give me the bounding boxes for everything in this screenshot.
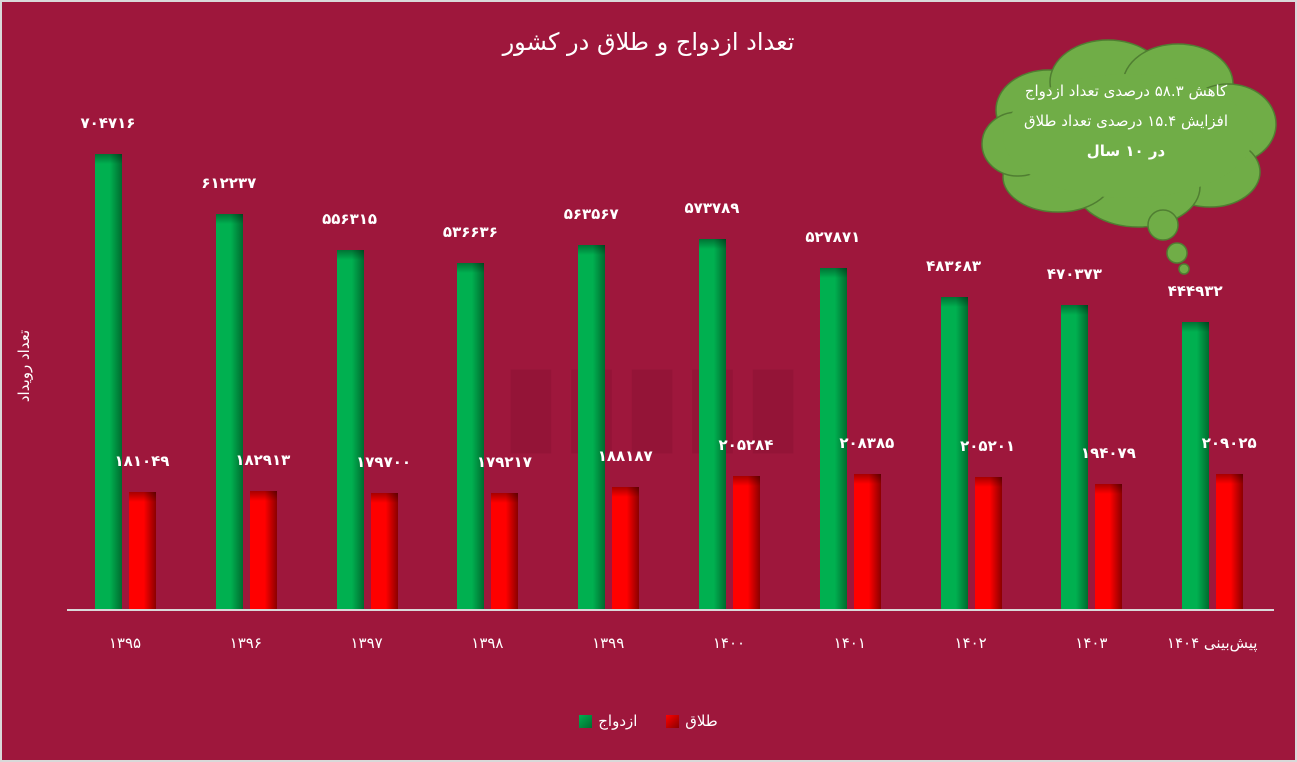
data-label-marriage: ۵۷۳۷۸۹ [684, 198, 740, 217]
data-label-divorce: ۲۰۸۳۸۵ [839, 434, 895, 453]
x-tick-label: ۱۳۹۷ [350, 634, 383, 652]
data-label-divorce: ۱۸۲۹۱۳ [235, 450, 291, 469]
legend-label-divorce: طلاق [685, 712, 718, 730]
bar-marriage [336, 249, 364, 609]
bar-divorce [853, 474, 881, 609]
legend-swatch-divorce [666, 714, 680, 728]
y-axis-label: تعداد رویداد [15, 329, 33, 403]
bar-divorce [249, 490, 277, 609]
bar-divorce [129, 492, 156, 609]
cloud-icon [981, 39, 1277, 275]
data-label-divorce: ۲۰۹۰۲۵ [1201, 434, 1257, 453]
x-tick-label: ۱۳۹۶ [229, 634, 262, 652]
callout-cloud: کاهش ۵۸.۳ درصدی تعداد ازدواج افزایش ۱۵.۴… [978, 32, 1278, 277]
bar-divorce [1095, 483, 1123, 609]
legend-item-divorce: طلاق [666, 712, 718, 730]
x-tick-label: ۱۴۰۱ [833, 634, 866, 652]
data-label-marriage: ۴۴۴۹۳۲ [1167, 281, 1223, 300]
data-label-divorce: ۱۸۱۰۴۹ [114, 452, 170, 471]
data-label-marriage: ۵۲۷۸۷۱ [805, 228, 861, 247]
callout-line-divorce: افزایش ۱۵.۴ درصدی تعداد طلاق [1023, 112, 1229, 130]
data-label-marriage: ۵۶۳۵۶۷ [563, 205, 619, 224]
bar-divorce [612, 487, 640, 609]
x-tick-label: ۱۳۹۸ [471, 634, 504, 652]
bar-divorce [491, 493, 519, 609]
x-tick-label: ۱۳۹۵ [108, 634, 142, 652]
data-label-divorce: ۱۷۹۷۰۰ [356, 452, 412, 471]
data-label-divorce: ۲۰۵۲۰۱ [960, 436, 1016, 455]
x-tick-label: ۱۴۰۰ [712, 634, 746, 652]
data-label-marriage: ۴۸۳۶۸۳ [926, 256, 982, 275]
bar-marriage [215, 213, 243, 609]
data-label-marriage: ۴۷۰۳۷۳ [1046, 265, 1102, 284]
bar-marriage [699, 238, 726, 609]
legend: طلاق ازدواج [2, 712, 1295, 730]
bar-marriage [95, 154, 122, 609]
bar-marriage [457, 262, 485, 609]
bar-marriage [819, 268, 847, 609]
data-label-marriage: ۶۱۲۲۳۷ [201, 173, 257, 192]
data-label-marriage: ۵۳۶۶۳۶ [442, 222, 498, 241]
x-tick-label: ۱۳۹۹ [592, 634, 625, 652]
x-tick-label: ۱۴۰۲ [954, 634, 987, 652]
x-tick-label: ۱۴۰۳ [1075, 634, 1108, 652]
legend-item-marriage: ازدواج [579, 712, 637, 730]
chart-title: تعداد ازدواج و طلاق در کشور [502, 28, 795, 56]
bar-marriage [1182, 321, 1210, 609]
data-label-divorce: ۱۹۴۰۷۹ [1080, 443, 1136, 462]
bar-divorce [370, 492, 398, 609]
bar-marriage [940, 296, 968, 609]
data-label-divorce: ۱۸۸۱۸۷ [597, 447, 653, 466]
legend-label-marriage: ازدواج [598, 712, 638, 730]
data-label-divorce: ۱۷۹۲۱۷ [476, 453, 532, 472]
bar-divorce [974, 476, 1002, 609]
data-label-marriage: ۵۵۶۳۱۵ [322, 209, 378, 228]
bar-divorce [1216, 474, 1244, 609]
callout-line-marriage: کاهش ۵۸.۳ درصدی تعداد ازدواج [1024, 82, 1228, 100]
bar-marriage [1061, 305, 1089, 609]
callout-line-period: در ۱۰ سال [1086, 142, 1166, 160]
data-label-marriage: ۷۰۴۷۱۶ [80, 114, 136, 132]
x-tick-label: پیش‌بینی ۱۴۰۴ [1166, 634, 1258, 652]
data-label-divorce: ۲۰۵۲۸۴ [718, 436, 774, 455]
bar-divorce [733, 476, 760, 609]
callout-text: کاهش ۵۸.۳ درصدی تعداد ازدواج افزایش ۱۵.۴… [978, 76, 1274, 166]
legend-swatch-marriage [579, 714, 593, 728]
bar-marriage [578, 245, 606, 609]
x-axis-line [67, 609, 1274, 611]
